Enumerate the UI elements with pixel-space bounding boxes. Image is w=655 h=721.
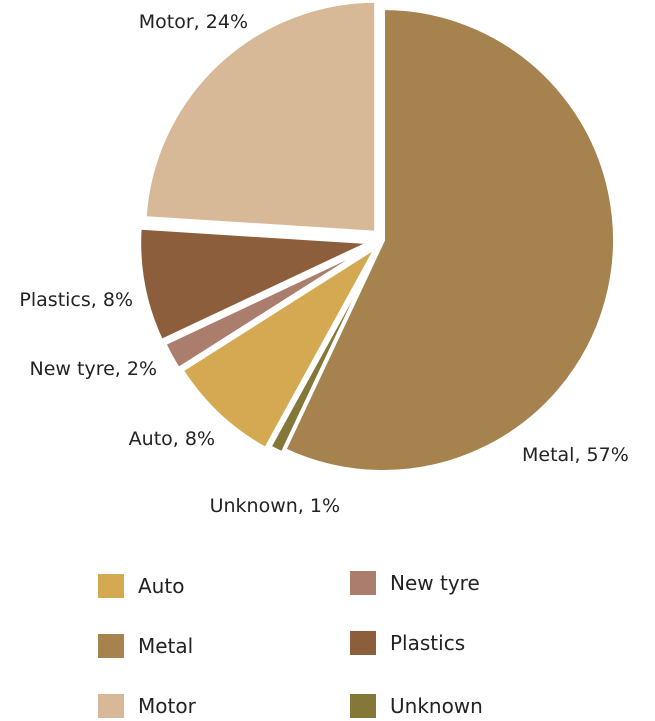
legend-swatch-motor [98, 694, 124, 718]
slice-label-metal: Metal, 57% [522, 444, 629, 466]
legend-item-metal: Metal [98, 631, 193, 661]
pie-slice-motor [142, 0, 379, 235]
pie-slice-plastics [137, 225, 373, 344]
legend-label-plastics: Plastics [390, 631, 466, 655]
legend-swatch-new-tyre [350, 571, 376, 595]
slice-label-plastics: Plastics, 8% [19, 289, 133, 311]
legend-item-auto: Auto [98, 571, 184, 601]
legend-label-metal: Metal [138, 634, 194, 658]
legend-label-unknown: Unknown [390, 694, 483, 718]
legend-swatch-metal [98, 634, 124, 658]
legend-item-plastics: Plastics [350, 628, 465, 658]
legend-label-auto: Auto [138, 574, 185, 598]
chart-legend: Auto New tyre Metal Plastics Motor Unkno… [0, 540, 655, 718]
legend-swatch-unknown [350, 694, 376, 718]
legend-label-new-tyre: New tyre [390, 571, 480, 595]
pie-slice-auto [178, 244, 380, 452]
legend-item-unknown: Unknown [350, 691, 483, 721]
legend-label-motor: Motor [138, 694, 196, 718]
legend-item-motor: Motor [98, 691, 196, 721]
slice-label-auto: Auto, 8% [129, 428, 215, 450]
pie-slice-new-tyre [161, 243, 376, 372]
pie-slice-metal [281, 5, 617, 474]
slice-label-new-tyre: New tyre, 2% [30, 358, 157, 380]
legend-swatch-auto [98, 574, 124, 598]
pie-chart: Metal, 57% Unknown, 1% Auto, 8% New tyre, 2… [19, 0, 629, 517]
slice-label-motor: Motor, 24% [139, 11, 248, 33]
slice-label-unknown: Unknown, 1% [210, 495, 340, 517]
pie-slice-unknown [266, 242, 383, 457]
legend-item-new-tyre: New tyre [350, 568, 480, 598]
legend-swatch-plastics [350, 631, 376, 655]
